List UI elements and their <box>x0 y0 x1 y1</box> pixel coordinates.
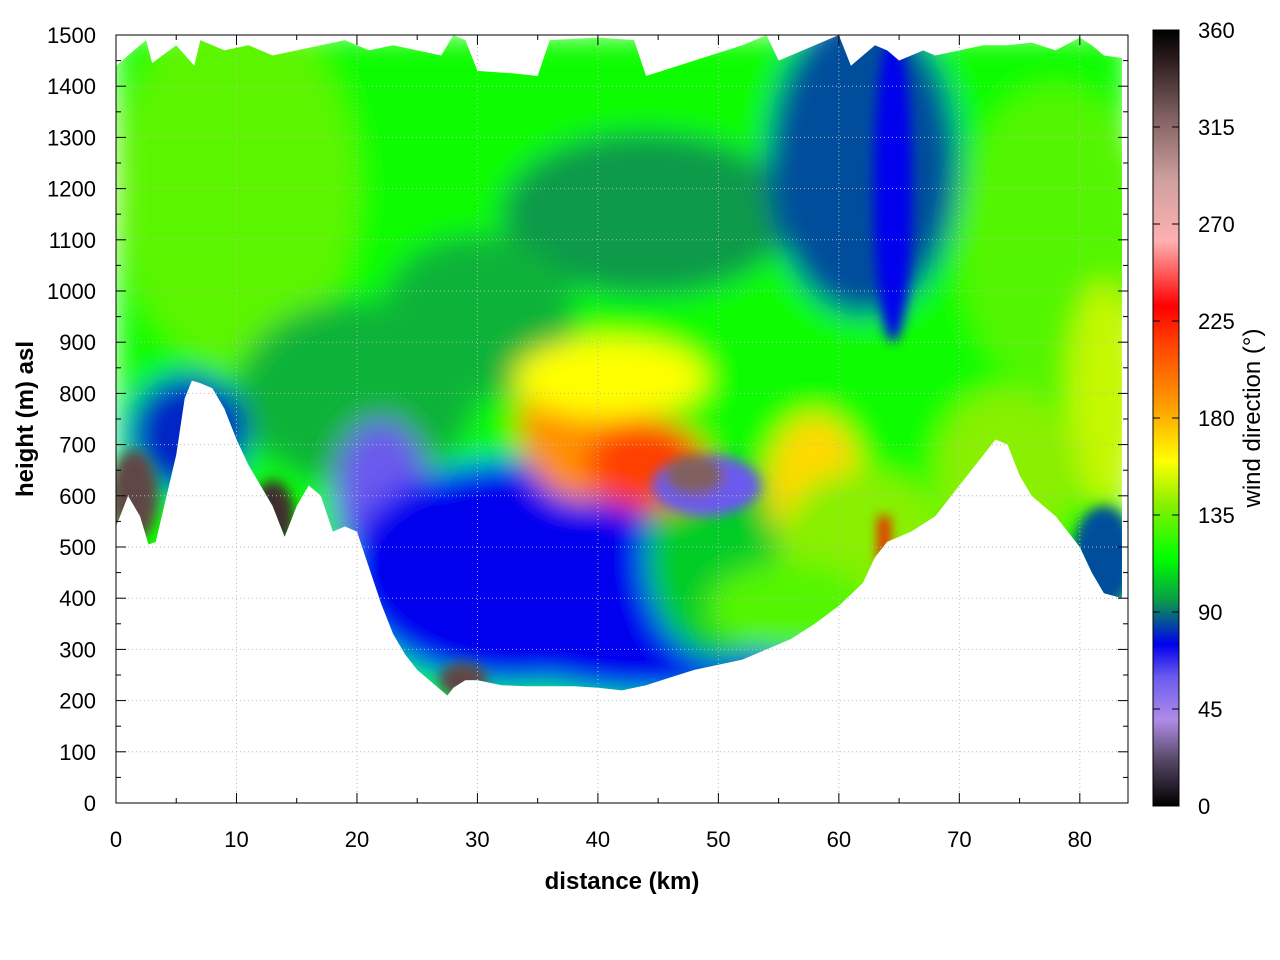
heatmap-field <box>116 35 1122 696</box>
y-tick-label: 700 <box>59 433 96 458</box>
x-axis-title: distance (km) <box>545 868 700 895</box>
y-tick-label: 100 <box>59 740 96 765</box>
colorbar-tick-label: 270 <box>1198 212 1235 237</box>
y-tick-label: 1000 <box>47 279 96 304</box>
y-tick-label: 400 <box>59 586 96 611</box>
colorbar-tick-label: 90 <box>1198 600 1222 625</box>
colorbar-title: wind direction (°) <box>1239 329 1266 509</box>
colorbar-tick-label: 180 <box>1198 406 1235 431</box>
y-axis-title: height (m) asl <box>12 341 39 497</box>
x-tick-label: 70 <box>947 827 971 852</box>
colorbar-ticks: 0 45 90 135 180 225 270 315 360 <box>1153 18 1235 819</box>
x-tick-label: 80 <box>1068 827 1092 852</box>
x-axis: 0 10 20 30 40 50 60 70 80 <box>110 35 1092 852</box>
x-tick-label: 0 <box>110 827 122 852</box>
x-tick-label: 30 <box>465 827 489 852</box>
y-tick-label: 900 <box>59 330 96 355</box>
y-tick-label: 500 <box>59 535 96 560</box>
y-axis: 0 100 200 300 400 500 600 700 800 900 1000 1100 1200… <box>47 23 1128 816</box>
y-tick-label: 1500 <box>47 23 96 48</box>
y-tick-label: 1300 <box>47 125 96 150</box>
y-tick-label: 600 <box>59 484 96 509</box>
colorbar-tick-label: 0 <box>1198 794 1210 819</box>
x-tick-label: 20 <box>345 827 369 852</box>
y-tick-label: 300 <box>59 637 96 662</box>
colorbar-tick-label: 225 <box>1198 309 1235 334</box>
colorbar: 0 45 90 135 180 225 270 315 360 wind direction (… <box>1152 18 1266 819</box>
colorbar-tick-label: 45 <box>1198 697 1222 722</box>
colorbar-tick-label: 315 <box>1198 115 1235 140</box>
y-tick-label: 1100 <box>49 228 96 253</box>
y-tick-label: 800 <box>59 381 96 406</box>
y-tick-label: 200 <box>59 689 96 714</box>
y-tick-label: 0 <box>84 791 96 816</box>
x-tick-label: 40 <box>586 827 610 852</box>
grid-lines <box>116 35 1128 803</box>
y-tick-label: 1400 <box>47 74 96 99</box>
y-tick-label: 1200 <box>47 177 96 202</box>
x-tick-label: 50 <box>706 827 730 852</box>
colorbar-tick-label: 135 <box>1198 503 1235 528</box>
colorbar-tick-label: 360 <box>1198 18 1235 43</box>
x-tick-label: 10 <box>224 827 248 852</box>
x-tick-label: 60 <box>827 827 851 852</box>
